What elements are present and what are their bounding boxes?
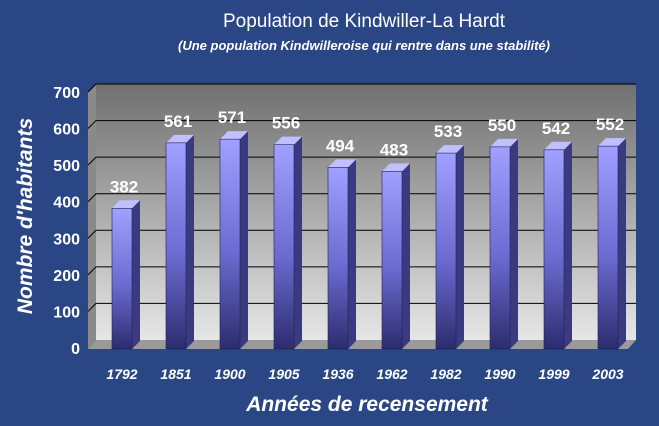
- bar-front: [489, 146, 511, 350]
- x-tick-label: 1936: [322, 366, 353, 382]
- bar-value-label: 556: [272, 114, 300, 133]
- bar: [165, 134, 194, 350]
- plot-side-wall: [88, 84, 96, 349]
- bar: [219, 131, 248, 350]
- bar-side: [564, 141, 572, 349]
- bar-top: [598, 138, 626, 147]
- bar-front: [435, 152, 457, 350]
- grid-line: [87, 120, 636, 129]
- y-tick-label: 400: [53, 195, 80, 212]
- bar-side: [240, 131, 248, 349]
- bar-value-label: 494: [326, 136, 355, 155]
- bar-side: [132, 200, 140, 349]
- x-axis-label: Années de recensement: [245, 393, 489, 416]
- y-tick-label: 0: [71, 341, 80, 358]
- bar-side: [510, 138, 518, 349]
- bar-side: [348, 159, 356, 349]
- x-tick-label: 1900: [214, 366, 245, 382]
- bar-top: [544, 141, 572, 150]
- bar-side: [186, 134, 194, 349]
- x-tick-label: 2003: [591, 366, 623, 382]
- bar-value-label: 533: [434, 122, 462, 141]
- bar-top: [328, 159, 356, 168]
- bar-side: [618, 138, 626, 349]
- bar-side: [294, 136, 302, 349]
- bar-top: [274, 136, 302, 145]
- chart-title: Population de Kindwiller-La Hardt: [223, 11, 506, 32]
- y-tick-label: 100: [53, 304, 80, 321]
- bar-top: [166, 134, 194, 143]
- y-tick-label: 500: [53, 158, 80, 175]
- bar-front: [381, 171, 403, 350]
- bar: [111, 200, 140, 350]
- bar: [381, 163, 410, 350]
- bar-top: [382, 163, 410, 172]
- bar-top: [436, 145, 464, 154]
- bar-value-label: 483: [380, 140, 408, 159]
- bar: [543, 141, 572, 350]
- bars: [111, 131, 626, 350]
- bar-front: [111, 207, 133, 350]
- bar: [597, 138, 626, 350]
- x-tick-label: 1999: [538, 366, 569, 382]
- bar-top: [220, 131, 248, 140]
- bar-front: [273, 144, 295, 350]
- x-tick-label: 1982: [430, 366, 461, 382]
- bar-front: [543, 149, 565, 350]
- bar-front: [165, 142, 187, 350]
- bar-front: [597, 145, 619, 350]
- chart-subtitle: (Une population Kindwilleroise qui rentr…: [178, 38, 550, 53]
- x-tick-label: 1851: [160, 366, 191, 382]
- data-labels: 382 561 571 556 494 483 533 550 542 552: [110, 108, 624, 196]
- bar-value-label: 542: [542, 119, 570, 138]
- grid-line: [87, 83, 636, 93]
- bar: [327, 159, 356, 350]
- x-axis-ticks: 1792 1851 1900 1905 1936 1962 1982 1990 1999 2003: [106, 366, 623, 382]
- bar-side: [402, 163, 410, 349]
- bar: [273, 136, 302, 350]
- bar-value-label: 571: [218, 108, 246, 127]
- bar-value-label: 382: [110, 177, 138, 196]
- bar-value-label: 552: [596, 115, 624, 134]
- bar-front: [219, 138, 241, 350]
- bar-value-label: 561: [164, 112, 192, 131]
- y-tick-label: 200: [53, 268, 80, 285]
- x-tick-label: 1962: [376, 366, 407, 382]
- y-tick-label: 600: [53, 122, 80, 139]
- y-tick-label: 700: [53, 85, 80, 102]
- y-axis-label: Nombre d'habitants: [14, 118, 37, 314]
- bar-top: [490, 138, 518, 147]
- bar-side: [456, 145, 464, 349]
- x-tick-label: 1905: [268, 366, 299, 382]
- x-tick-label: 1792: [106, 366, 137, 382]
- bar-front: [327, 167, 349, 350]
- bar-value-label: 550: [488, 116, 516, 135]
- bar-top: [112, 200, 140, 209]
- bar: [489, 138, 518, 350]
- y-tick-label: 300: [53, 231, 80, 248]
- x-tick-label: 1990: [484, 366, 515, 382]
- y-axis-ticks: 0 100 200 300 400 500 600 700: [53, 85, 80, 358]
- bar: [435, 145, 464, 350]
